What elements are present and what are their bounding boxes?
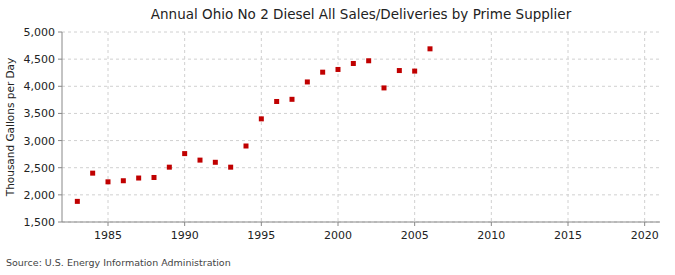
grid-line-y xyxy=(62,140,660,141)
grid-line-y xyxy=(62,167,660,168)
grid-line-x xyxy=(491,32,492,222)
tick-label-y: 2,500 xyxy=(24,162,56,175)
point xyxy=(397,68,402,73)
grid-line-y xyxy=(62,86,660,87)
point xyxy=(75,199,80,204)
point xyxy=(382,85,387,90)
points xyxy=(75,46,433,204)
chart: 1,500 2,000 2,500 3,000 3,500 4,000 4,500 5,000… xyxy=(0,0,675,275)
tick-label-x: 2005 xyxy=(401,229,429,242)
grid-line-y xyxy=(62,32,660,33)
y-axis-line xyxy=(62,32,63,222)
x-axis-line xyxy=(62,222,660,223)
point xyxy=(412,69,417,74)
grid xyxy=(62,32,660,222)
grid-line-x xyxy=(414,32,415,222)
grid-line-x xyxy=(644,32,645,222)
y-axis-label: Thousand Gallons per Day xyxy=(4,58,16,198)
tick-x xyxy=(644,222,645,226)
title: Annual Ohio No 2 Diesel All Sales/Delive… xyxy=(151,6,572,22)
point xyxy=(213,160,218,165)
grid-line-y xyxy=(62,113,660,114)
grid-line-y xyxy=(62,194,660,195)
tick-label-x: 2015 xyxy=(554,229,582,242)
point xyxy=(305,79,310,84)
tick-label-y: 5,000 xyxy=(24,26,56,39)
tick-label-y: 2,000 xyxy=(24,189,56,202)
point xyxy=(366,58,371,63)
grid-line-x xyxy=(568,32,569,222)
tick-y xyxy=(58,167,62,168)
tick-label-y: 3,000 xyxy=(24,135,56,148)
tick-x xyxy=(108,222,109,226)
point xyxy=(228,165,233,170)
point xyxy=(428,46,433,51)
point xyxy=(152,175,157,180)
point xyxy=(259,116,264,121)
point xyxy=(320,70,325,75)
point xyxy=(244,144,249,149)
grid-line-x xyxy=(338,32,339,222)
tick-y xyxy=(58,194,62,195)
tick-label-x: 1985 xyxy=(94,229,122,242)
tick-y xyxy=(58,86,62,87)
point xyxy=(290,97,295,102)
tick-label-x: 2010 xyxy=(477,229,505,242)
tick-x xyxy=(491,222,492,226)
grid-line-x xyxy=(184,32,185,222)
point xyxy=(336,67,341,72)
grid-line-y xyxy=(62,222,660,223)
tick-x xyxy=(184,222,185,226)
tick-label-y: 4,000 xyxy=(24,80,56,93)
grid-line-x xyxy=(261,32,262,222)
tick-y xyxy=(58,32,62,33)
tick-y xyxy=(58,222,62,223)
axes: 1,500 2,000 2,500 3,000 3,500 4,000 4,500 5,000… xyxy=(24,26,661,242)
tick-y xyxy=(58,113,62,114)
source-note: Source: U.S. Energy Information Administ… xyxy=(6,257,231,268)
point xyxy=(167,165,172,170)
tick-x xyxy=(338,222,339,226)
point xyxy=(90,171,95,176)
point xyxy=(274,99,279,104)
tick-y xyxy=(58,140,62,141)
tick-y xyxy=(58,59,62,60)
tick-x xyxy=(568,222,569,226)
tick-label-x: 2020 xyxy=(631,229,659,242)
tick-label-x: 1990 xyxy=(171,229,199,242)
tick-label-y: 4,500 xyxy=(24,53,56,66)
tick-label-x: 2000 xyxy=(324,229,352,242)
tick-label-y: 1,500 xyxy=(24,216,56,229)
point xyxy=(106,179,111,184)
point xyxy=(198,158,203,163)
point xyxy=(351,61,356,66)
tick-label-y: 3,500 xyxy=(24,107,56,120)
tick-x xyxy=(261,222,262,226)
grid-line-y xyxy=(62,59,660,60)
tick-x xyxy=(414,222,415,226)
tick-label-x: 1995 xyxy=(247,229,275,242)
point xyxy=(121,178,126,183)
grid-line-x xyxy=(108,32,109,222)
point xyxy=(182,151,187,156)
point xyxy=(136,176,141,181)
